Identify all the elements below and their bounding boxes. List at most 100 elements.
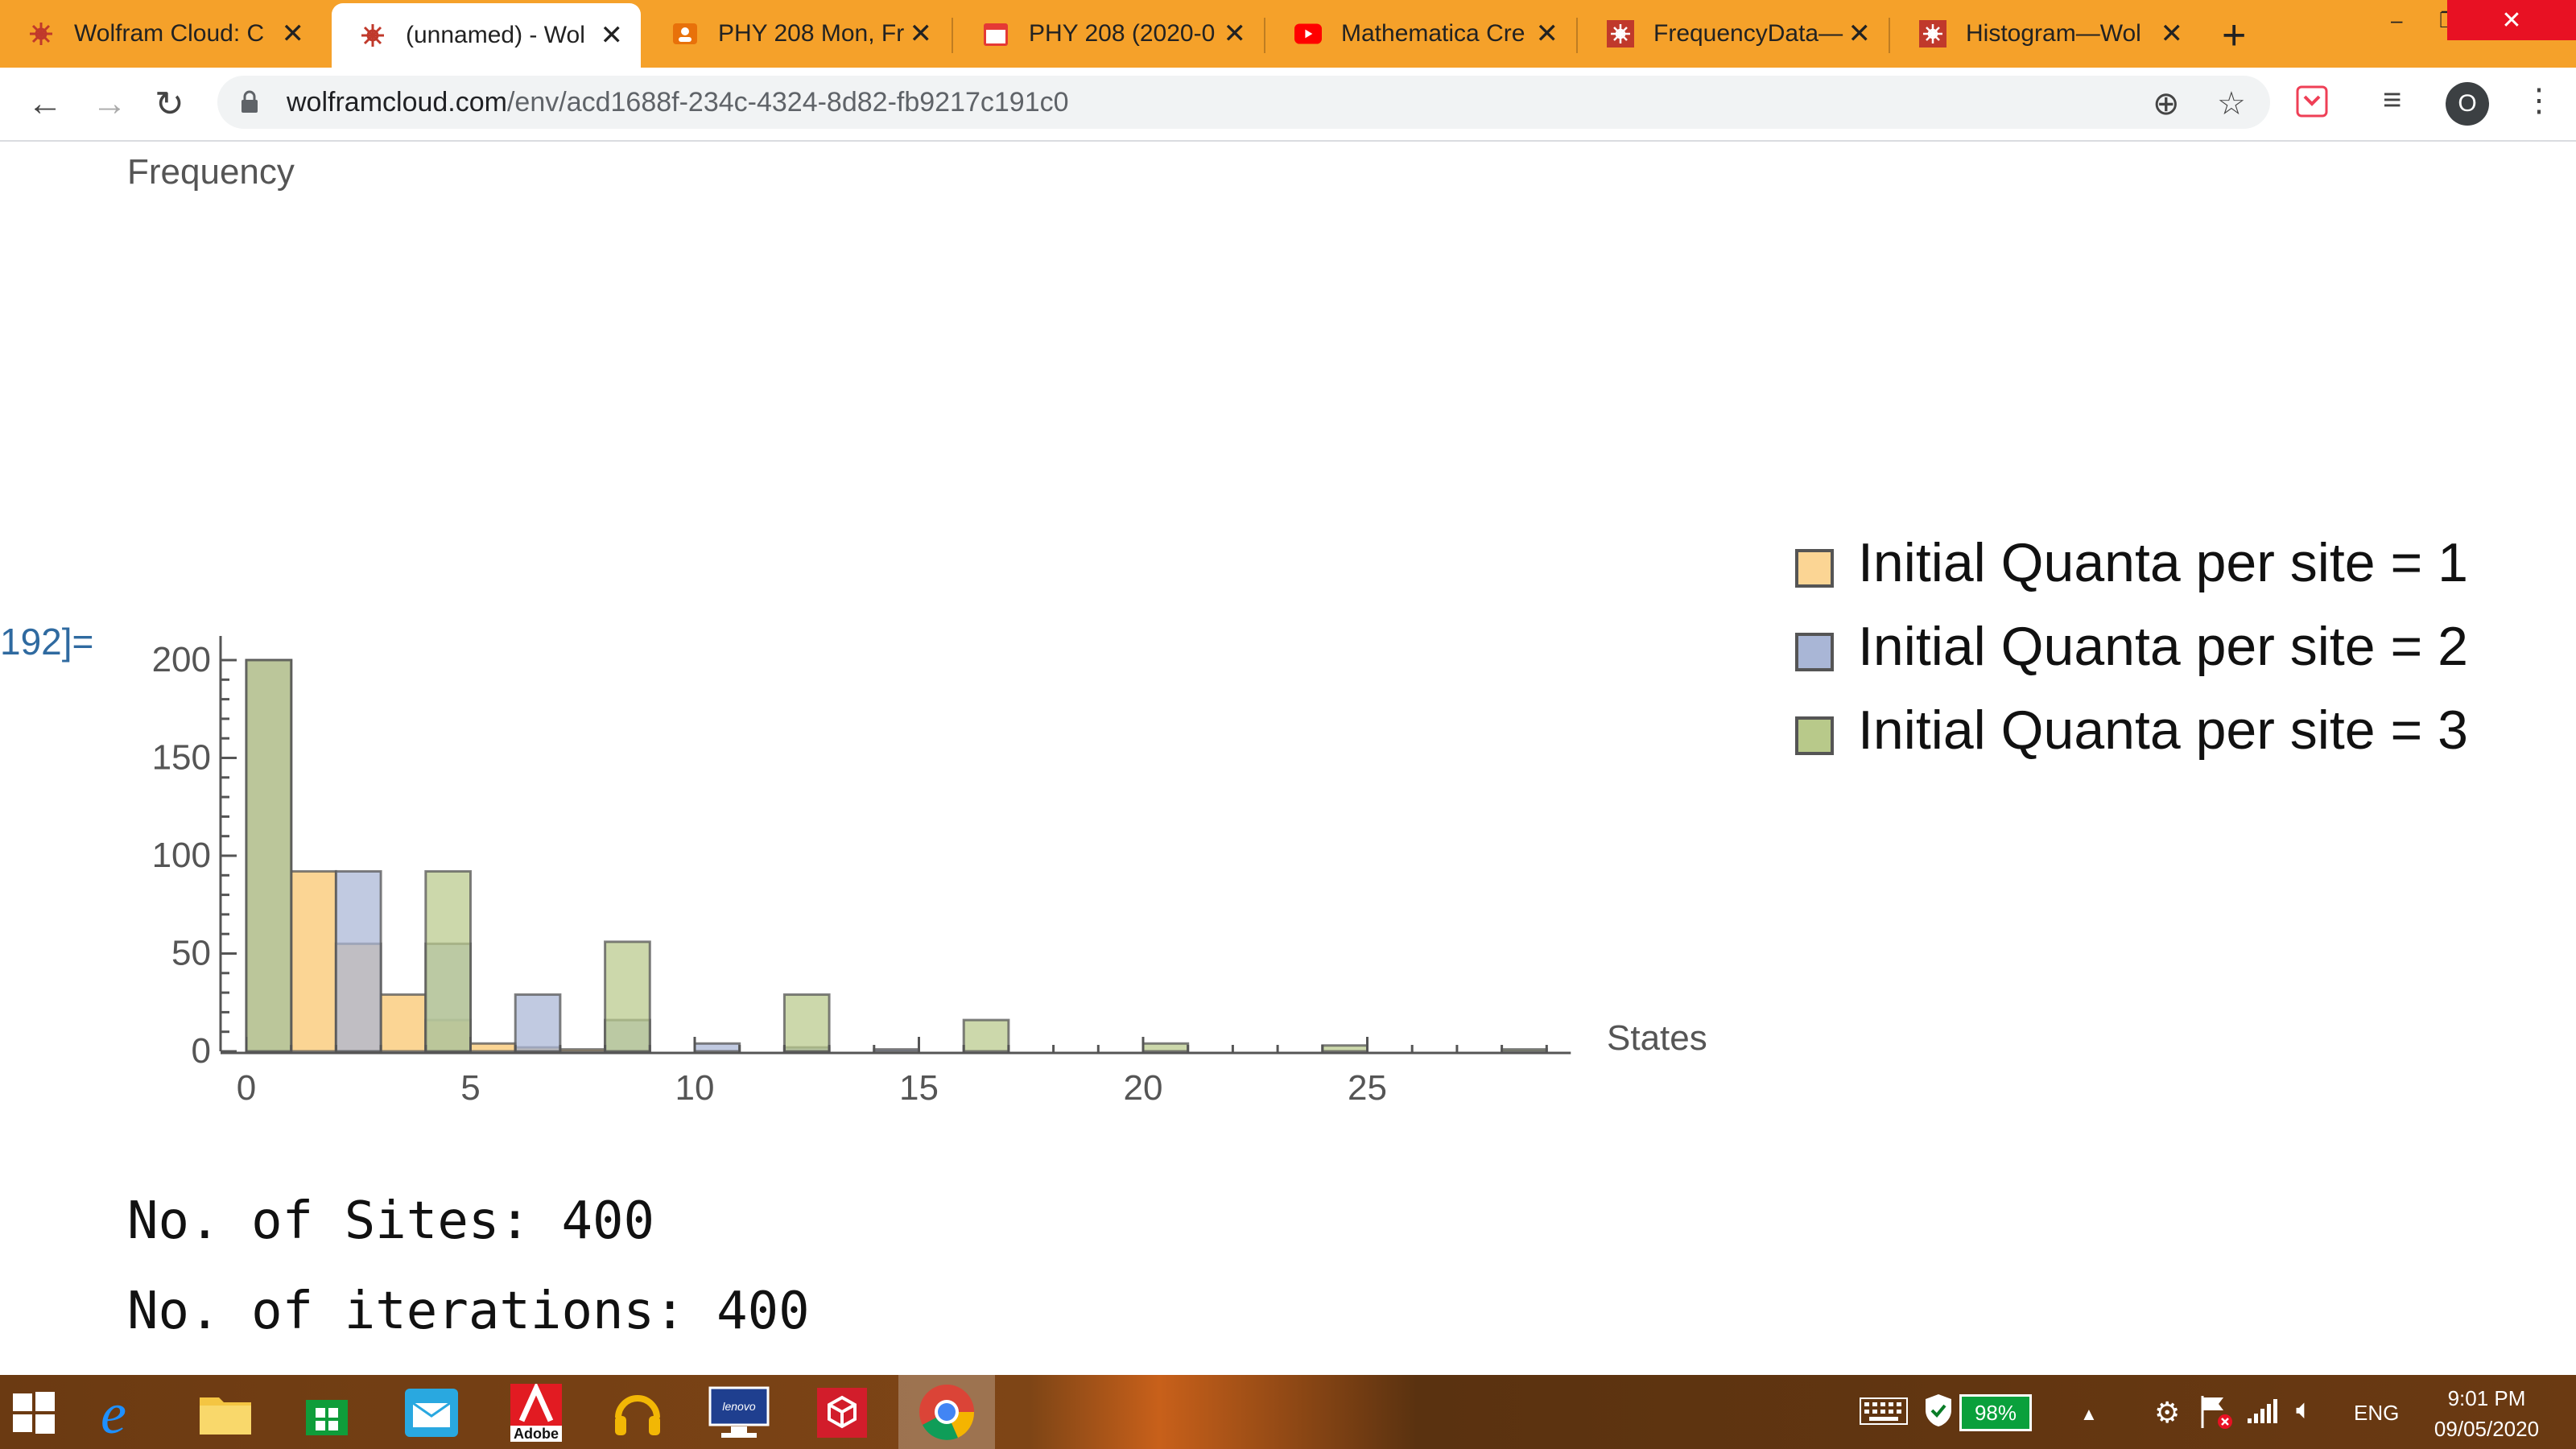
tab-separator — [1264, 18, 1265, 53]
tab-wolfram-cloud[interactable]: Wolfram Cloud: C ✕ — [0, 6, 322, 61]
legend-swatch — [1795, 549, 1834, 588]
cube-icon[interactable] — [810, 1385, 874, 1441]
histogram-bar — [424, 869, 472, 1053]
adobe-icon[interactable]: Adobe — [504, 1384, 568, 1442]
y-tick-label: 50 — [171, 934, 211, 973]
tab-unnamed[interactable]: (unnamed) - Wol ✕ — [332, 3, 641, 68]
profile-avatar[interactable]: O — [2446, 82, 2489, 126]
x-tick-label: 25 — [1348, 1068, 1387, 1108]
close-icon[interactable]: ✕ — [1847, 19, 1872, 49]
new-tab-button[interactable]: + — [2222, 12, 2247, 59]
meet-icon — [671, 20, 699, 47]
histogram-bar — [873, 1048, 921, 1053]
volume-icon[interactable]: 🔈︎ — [2296, 1394, 2313, 1425]
output-cell-label: 192]= — [0, 621, 94, 663]
settings-gear-icon[interactable]: ⚙ — [2154, 1396, 2181, 1429]
histogram-bar — [469, 1042, 517, 1053]
tab-histogram[interactable]: Histogram—Wol ✕ — [1892, 6, 2201, 61]
tab-title: Wolfram Cloud: C — [74, 20, 265, 47]
tab-youtube[interactable]: Mathematica Cre ✕ — [1267, 6, 1576, 61]
close-icon[interactable]: ✕ — [1535, 19, 1559, 49]
svg-text:e: e — [101, 1385, 126, 1441]
close-icon[interactable]: ✕ — [2160, 19, 2184, 49]
edge-icon[interactable]: e — [90, 1385, 155, 1441]
menu-icon[interactable]: ⋮ — [2523, 83, 2555, 118]
lenovo-icon[interactable]: lenovo — [707, 1385, 771, 1441]
legend-label: Initial Quanta per site = 1 — [1858, 532, 2468, 593]
y-axis-label: Frequency — [127, 152, 295, 192]
histogram-bar — [693, 1042, 741, 1053]
chart-legend: Initial Quanta per site = 1 Initial Quant… — [1795, 532, 2468, 761]
tab-title: Histogram—Wol — [1966, 20, 2141, 47]
x-axis-label: States — [1607, 1018, 1707, 1058]
x-tick-label: 10 — [675, 1068, 715, 1108]
language-indicator[interactable]: ENG — [2354, 1401, 2400, 1425]
histogram-bar — [334, 869, 382, 1053]
tab-separator — [952, 18, 953, 53]
minimize-button[interactable]: – — [2391, 8, 2403, 32]
chrome-icon[interactable] — [898, 1375, 995, 1449]
headphones-icon[interactable] — [605, 1385, 670, 1441]
show-hidden-icons-button[interactable]: ▲ — [2080, 1404, 2098, 1424]
url-host: wolframcloud.com — [287, 87, 507, 118]
close-icon[interactable]: ✕ — [909, 19, 933, 49]
back-icon[interactable]: ← — [27, 84, 63, 123]
zoom-icon[interactable]: ⊕ — [2153, 86, 2180, 122]
legend-swatch — [1795, 633, 1834, 671]
mail-icon[interactable] — [399, 1385, 464, 1441]
histogram-bar — [245, 658, 293, 1053]
bars-layer — [245, 658, 1548, 1053]
tab-strip: Wolfram Cloud: C ✕ (unnamed) - Wol ✕ PHY… — [0, 0, 2576, 68]
sites-count-text: No. of Sites: 400 — [127, 1191, 655, 1251]
tab-title: PHY 208 (2020-0 — [1029, 20, 1216, 47]
close-icon[interactable]: ✕ — [1223, 19, 1247, 49]
close-icon[interactable]: ✕ — [281, 19, 305, 49]
lock-icon — [242, 90, 258, 113]
battery-percent: 98% — [1974, 1400, 2017, 1425]
tab-title: FrequencyData— — [1653, 20, 1843, 47]
close-icon[interactable]: ✕ — [600, 20, 624, 51]
tab-phy208-meet[interactable]: PHY 208 Mon, Fr ✕ — [644, 6, 950, 61]
tab-separator — [1576, 18, 1578, 53]
close-window-button[interactable]: ✕ — [2447, 0, 2576, 40]
histogram-bar — [604, 940, 651, 1053]
wolfram-icon — [27, 20, 55, 47]
x-tick-label: 5 — [460, 1068, 480, 1108]
histogram-bar — [782, 993, 831, 1053]
shield-icon[interactable] — [1924, 1393, 1953, 1434]
clock-date: 09/05/2020 — [2434, 1417, 2540, 1441]
file-explorer-icon[interactable] — [193, 1385, 258, 1441]
histogram-bar — [290, 869, 337, 1053]
wolfram-icon — [1607, 20, 1634, 47]
reload-icon[interactable]: ↻ — [155, 85, 184, 124]
legend-label: Initial Quanta per site = 3 — [1858, 700, 2468, 761]
url-text: wolframcloud.com/env/acd1688f-234c-4324-… — [287, 87, 1069, 118]
histogram-bar — [514, 993, 562, 1053]
battery-indicator[interactable]: 98% — [1959, 1394, 2032, 1431]
keyboard-icon[interactable] — [1860, 1397, 1908, 1430]
legend-swatch — [1795, 716, 1834, 755]
signal-icon[interactable] — [2246, 1397, 2278, 1430]
forward-icon[interactable]: → — [92, 84, 127, 123]
store-icon[interactable] — [295, 1385, 359, 1441]
start-icon[interactable] — [2, 1385, 66, 1441]
address-bar[interactable]: wolframcloud.com/env/acd1688f-234c-4324-… — [217, 76, 2270, 129]
x-tick-label: 0 — [237, 1068, 256, 1108]
bookmark-star-icon[interactable]: ☆ — [2217, 86, 2246, 122]
y-tick-label: 150 — [152, 738, 211, 778]
tab-frequencydata[interactable]: FrequencyData— ✕ — [1579, 6, 1889, 61]
adobe-label: Adobe — [514, 1426, 559, 1442]
url-path: /env/acd1688f-234c-4324-8d82-fb9217c191c… — [506, 87, 1069, 118]
legend-label: Initial Quanta per site = 2 — [1858, 616, 2468, 677]
tab-title: Mathematica Cre — [1341, 20, 1525, 47]
flag-icon[interactable] — [2199, 1394, 2233, 1435]
media-queue-icon[interactable]: ≡ — [2383, 82, 2402, 118]
y-tick-label: 0 — [192, 1031, 211, 1071]
histogram-bar — [559, 1048, 607, 1053]
histogram-bar — [1141, 1042, 1190, 1053]
pocket-extension-icon[interactable] — [2296, 85, 2328, 126]
y-tick-label: 200 — [152, 640, 211, 679]
tab-phy208-calendar[interactable]: PHY 208 (2020-0 ✕ — [955, 6, 1264, 61]
clock[interactable]: 9:01 PM 09/05/2020 — [2418, 1383, 2555, 1444]
